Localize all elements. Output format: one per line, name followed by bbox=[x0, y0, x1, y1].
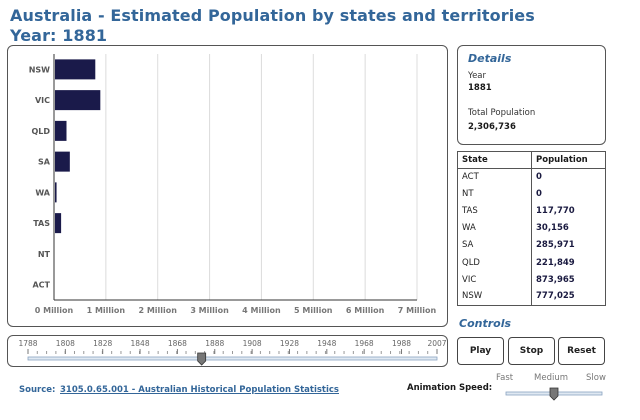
state-column-header: State bbox=[457, 151, 532, 169]
state-cell: TAS bbox=[457, 202, 532, 220]
y-tick-label: NT bbox=[38, 250, 51, 259]
population-cell: 873,965 bbox=[536, 274, 575, 285]
details-panel: Details Year 1881 Total Population 2,306… bbox=[457, 45, 606, 145]
timeline-tick-label: 1908 bbox=[243, 339, 262, 348]
page-title: Australia - Estimated Population by stat… bbox=[10, 6, 535, 25]
population-cell: 0 bbox=[536, 172, 542, 183]
speed-fast-label: Fast bbox=[496, 373, 514, 383]
x-tick-label: 2 Million bbox=[138, 306, 177, 315]
bar-wa bbox=[55, 182, 57, 203]
x-tick-label: 3 Million bbox=[190, 306, 229, 315]
x-tick-label: 4 Million bbox=[242, 306, 281, 315]
timeline-tick-label: 1888 bbox=[205, 339, 224, 348]
state-cell: SA bbox=[457, 236, 532, 254]
bar-sa bbox=[55, 151, 70, 172]
y-tick-label: ACT bbox=[32, 281, 50, 290]
population-cell: 221,849 bbox=[536, 257, 575, 268]
year-label: Year bbox=[468, 71, 486, 81]
timeline-slider[interactable]: 1788 1808 1828 1848 1868 1888 1908 1928 1948 1968… bbox=[7, 335, 448, 367]
population-table: State Population ACT 0 NT 0 TAS 117,770 WA 3… bbox=[457, 151, 606, 306]
table-row: VIC 873,965 bbox=[457, 271, 606, 289]
population-cell: 117,770 bbox=[536, 206, 575, 217]
y-tick-label: NSW bbox=[29, 65, 50, 74]
controls-heading: Controls bbox=[459, 317, 512, 330]
x-tick-label: 0 Million bbox=[35, 306, 74, 315]
state-cell: NSW bbox=[457, 288, 532, 306]
timeline-tick-label: 1928 bbox=[280, 339, 299, 348]
timeline-tick-label: 1968 bbox=[355, 339, 374, 348]
state-cell: VIC bbox=[457, 271, 532, 289]
x-tick-label: 1 Million bbox=[87, 306, 126, 315]
table-row: QLD 221,849 bbox=[457, 253, 606, 272]
population-cell: 0 bbox=[536, 189, 542, 200]
bar-tas bbox=[55, 213, 62, 234]
state-cell: ACT bbox=[457, 168, 532, 186]
state-cell: QLD bbox=[457, 253, 532, 272]
state-cell: NT bbox=[457, 185, 532, 203]
table-row: TAS 117,770 bbox=[457, 202, 606, 220]
state-cell: WA bbox=[457, 219, 532, 237]
table-header-row: State Population bbox=[457, 151, 606, 169]
table-row: NT 0 bbox=[457, 185, 606, 203]
timeline-tick-label: 1848 bbox=[131, 339, 150, 348]
timeline-tick-label: 2007 bbox=[427, 339, 446, 348]
details-heading: Details bbox=[468, 52, 512, 65]
y-tick-label: VIC bbox=[35, 96, 50, 105]
y-tick-label: TAS bbox=[33, 219, 50, 228]
timeline-tick-label: 1808 bbox=[56, 339, 75, 348]
y-tick-label: WA bbox=[35, 188, 50, 197]
timeline-track[interactable]: 1788 1808 1828 1848 1868 1888 1908 1928 1948 1968… bbox=[8, 336, 449, 368]
bar-nsw bbox=[55, 59, 96, 80]
table-row: NSW 777,025 bbox=[457, 288, 606, 306]
speed-slow-label: Slow bbox=[586, 373, 606, 383]
y-tick-label: SA bbox=[38, 158, 51, 167]
x-tick-label: 7 Million bbox=[398, 306, 437, 315]
speed-thumb[interactable] bbox=[549, 387, 559, 401]
animation-speed-slider[interactable] bbox=[500, 386, 608, 402]
source-label: Source: bbox=[19, 385, 56, 395]
timeline-tick-label: 1828 bbox=[93, 339, 112, 348]
bar-qld bbox=[55, 120, 67, 141]
play-button[interactable]: Play bbox=[457, 337, 504, 365]
timeline-thumb[interactable] bbox=[197, 352, 207, 366]
timeline-tick-label: 1948 bbox=[317, 339, 336, 348]
year-subtitle: Year: 1881 bbox=[10, 26, 108, 45]
reset-button[interactable]: Reset bbox=[558, 337, 605, 365]
table-row: WA 30,156 bbox=[457, 219, 606, 237]
animation-speed-label: Animation Speed: bbox=[407, 383, 493, 393]
x-tick-label: 5 Million bbox=[294, 306, 333, 315]
chart-panel: 0 Million 1 Million 2 Million 3 Million 4 Mi… bbox=[7, 45, 448, 327]
year-value: 1881 bbox=[468, 83, 492, 93]
timeline-tick-label: 1988 bbox=[392, 339, 411, 348]
population-cell: 285,971 bbox=[536, 240, 575, 251]
population-bar-chart: 0 Million 1 Million 2 Million 3 Million 4 Mi… bbox=[29, 54, 437, 315]
speed-medium-label: Medium bbox=[534, 373, 568, 383]
x-tick-label: 6 Million bbox=[346, 306, 385, 315]
population-cell: 30,156 bbox=[536, 223, 569, 234]
stop-button[interactable]: Stop bbox=[508, 337, 555, 365]
timeline-tick-label: 1788 bbox=[18, 339, 37, 348]
total-population-label: Total Population bbox=[468, 108, 536, 118]
y-tick-label: QLD bbox=[31, 127, 50, 136]
bar-vic bbox=[55, 90, 101, 111]
total-population-value: 2,306,736 bbox=[468, 122, 516, 132]
timeline-tick-label: 1868 bbox=[168, 339, 187, 348]
population-cell: 777,025 bbox=[536, 291, 575, 302]
table-row: ACT 0 bbox=[457, 168, 606, 186]
population-column-header: Population bbox=[531, 151, 606, 169]
table-row: SA 285,971 bbox=[457, 236, 606, 254]
source-link[interactable]: 3105.0.65.001 - Australian Historical Po… bbox=[60, 385, 339, 395]
timeline-track-bar bbox=[27, 356, 438, 361]
